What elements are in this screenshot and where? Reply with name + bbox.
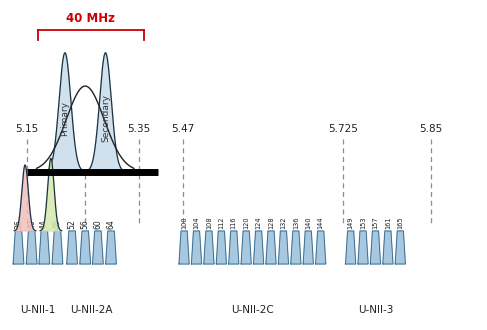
Text: 40: 40 [27,219,36,229]
Text: 153: 153 [360,217,366,229]
Polygon shape [67,231,77,264]
Text: U-NII-2A: U-NII-2A [70,305,113,315]
Text: 5.47: 5.47 [171,124,194,134]
Polygon shape [39,231,50,264]
Polygon shape [383,231,393,264]
Polygon shape [358,231,368,264]
Text: Secondary: Secondary [101,94,110,142]
Polygon shape [216,231,226,264]
Text: 100: 100 [181,217,187,229]
Polygon shape [191,231,202,264]
Text: 108: 108 [206,217,212,229]
Text: 112: 112 [218,217,225,229]
Text: 144: 144 [318,217,324,229]
Text: U-NII-1: U-NII-1 [20,305,56,315]
Text: 132: 132 [281,217,286,229]
Polygon shape [13,231,24,264]
Text: 136: 136 [293,217,299,229]
Polygon shape [395,231,405,264]
Text: 165: 165 [397,217,403,229]
Text: 40 MHz: 40 MHz [66,12,114,25]
Text: 48: 48 [53,220,62,229]
Polygon shape [93,231,103,264]
Polygon shape [316,231,326,264]
Text: U-NII-3: U-NII-3 [358,305,393,315]
Text: 157: 157 [373,217,378,229]
Polygon shape [229,231,239,264]
Text: 60: 60 [94,219,102,229]
Polygon shape [52,231,63,264]
Text: 5.35: 5.35 [127,124,150,134]
Text: 140: 140 [305,217,311,229]
Polygon shape [86,53,125,172]
Text: 104: 104 [193,217,200,229]
Polygon shape [15,165,36,231]
Polygon shape [346,231,356,264]
Polygon shape [303,231,313,264]
Polygon shape [45,53,84,172]
Text: 44: 44 [40,219,49,229]
Text: 52: 52 [68,220,76,229]
Text: 64: 64 [107,219,115,229]
Text: 149: 149 [348,217,354,229]
Text: 124: 124 [256,217,262,229]
Polygon shape [80,231,91,264]
Text: 36: 36 [14,219,23,229]
Polygon shape [291,231,301,264]
Text: Primary: Primary [60,101,70,136]
Text: 128: 128 [268,217,274,229]
Text: 5.85: 5.85 [419,124,443,134]
Polygon shape [106,231,116,264]
Polygon shape [204,231,214,264]
Polygon shape [179,231,189,264]
Text: 5.15: 5.15 [15,124,38,134]
Polygon shape [371,231,380,264]
Polygon shape [279,231,288,264]
Text: 56: 56 [81,219,90,229]
Text: U-NII-2C: U-NII-2C [231,305,274,315]
Text: 120: 120 [243,217,249,229]
Polygon shape [26,231,37,264]
Text: 5.725: 5.725 [328,124,358,134]
Text: 5.25: 5.25 [74,124,97,134]
Polygon shape [37,86,134,172]
Polygon shape [40,158,61,231]
Polygon shape [254,231,263,264]
Text: 116: 116 [231,217,237,229]
Polygon shape [266,231,276,264]
Polygon shape [241,231,251,264]
Text: 161: 161 [385,217,391,229]
